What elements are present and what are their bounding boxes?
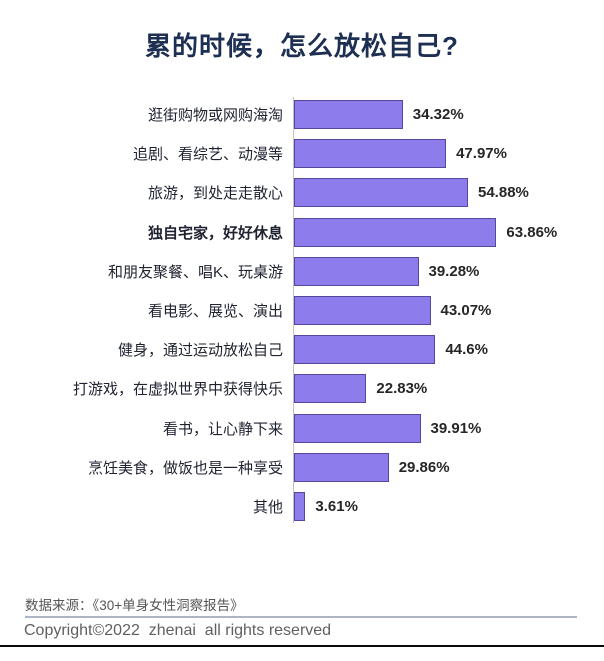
- value-label: 39.28%: [428, 262, 480, 280]
- bar: [294, 256, 419, 286]
- bottom-border-line: [0, 645, 604, 647]
- bar-row: 其他 3.61%: [0, 487, 604, 526]
- bar-row: 和朋友聚餐、唱K、玩桌游 39.28%: [0, 252, 604, 291]
- category-label: 看书，让心静下来: [162, 420, 283, 438]
- bar: [294, 491, 306, 521]
- value-label: 63.86%: [506, 223, 558, 241]
- value-label: 43.07%: [440, 302, 492, 320]
- bar: [294, 452, 389, 482]
- category-label: 烹饪美食，做饭也是一种享受: [87, 459, 283, 477]
- bar: [294, 217, 497, 247]
- bar-row: 旅游，到处走走散心 54.88%: [0, 173, 604, 212]
- value-label: 34.32%: [412, 106, 464, 124]
- value-label: 3.61%: [315, 497, 358, 515]
- bar: [294, 296, 431, 326]
- bar: [294, 139, 447, 169]
- value-label: 29.86%: [398, 458, 450, 476]
- bar-row: 健身，通过运动放松自己 44.6%: [0, 330, 604, 369]
- bar: [294, 374, 367, 404]
- bar-row: 看书，让心静下来 39.91%: [0, 409, 604, 448]
- bar-rows: 逛街购物或网购海淘 34.32% 追剧、看综艺、动漫等 47.97% 旅游，到处走走散心…: [0, 95, 604, 526]
- bar-row: 独自宅家，好好休息 63.86%: [0, 213, 604, 252]
- value-label: 54.88%: [478, 184, 529, 202]
- category-label: 旅游，到处走走散心: [147, 185, 283, 203]
- category-label: 打游戏，在虚拟世界中获得快乐: [72, 381, 283, 399]
- value-label: 47.97%: [456, 145, 507, 163]
- value-label: 44.6%: [445, 341, 488, 359]
- bar: [294, 413, 421, 443]
- category-label: 追剧、看综艺、动漫等: [132, 146, 283, 164]
- bar: [294, 178, 468, 208]
- bar-row: 追剧、看综艺、动漫等 47.97%: [0, 134, 604, 173]
- bar-row: 逛街购物或网购海淘 34.32%: [0, 95, 604, 134]
- category-label: 其他: [252, 498, 283, 516]
- footer-divider: [25, 616, 577, 618]
- category-label: 逛街购物或网购海淘: [147, 107, 283, 125]
- value-label: 22.83%: [376, 380, 428, 398]
- bar-chart: 逛街购物或网购海淘 34.32% 追剧、看综艺、动漫等 47.97% 旅游，到处走走散心…: [0, 95, 604, 526]
- category-label: 和朋友聚餐、唱K、玩桌游: [107, 263, 283, 281]
- bar-row: 烹饪美食，做饭也是一种享受 29.86%: [0, 448, 604, 487]
- bar-row: 打游戏，在虚拟世界中获得快乐 22.83%: [0, 369, 604, 408]
- bar: [294, 335, 436, 365]
- bar-row: 看电影、展览、演出 43.07%: [0, 291, 604, 330]
- value-label: 39.91%: [430, 419, 482, 437]
- category-label: 独自宅家，好好休息: [147, 224, 283, 242]
- copyright-text: Copyright©2022 zhenai all rights reserve…: [24, 622, 332, 639]
- chart-title: 累的时候，怎么放松自己?: [145, 31, 459, 61]
- category-label: 健身，通过运动放松自己: [117, 342, 283, 360]
- axis-line: [293, 97, 294, 523]
- category-label: 看电影、展览、演出: [147, 303, 283, 321]
- bar: [294, 100, 403, 130]
- data-source-text: 数据来源：《30+单身女性洞察报告》: [25, 598, 244, 613]
